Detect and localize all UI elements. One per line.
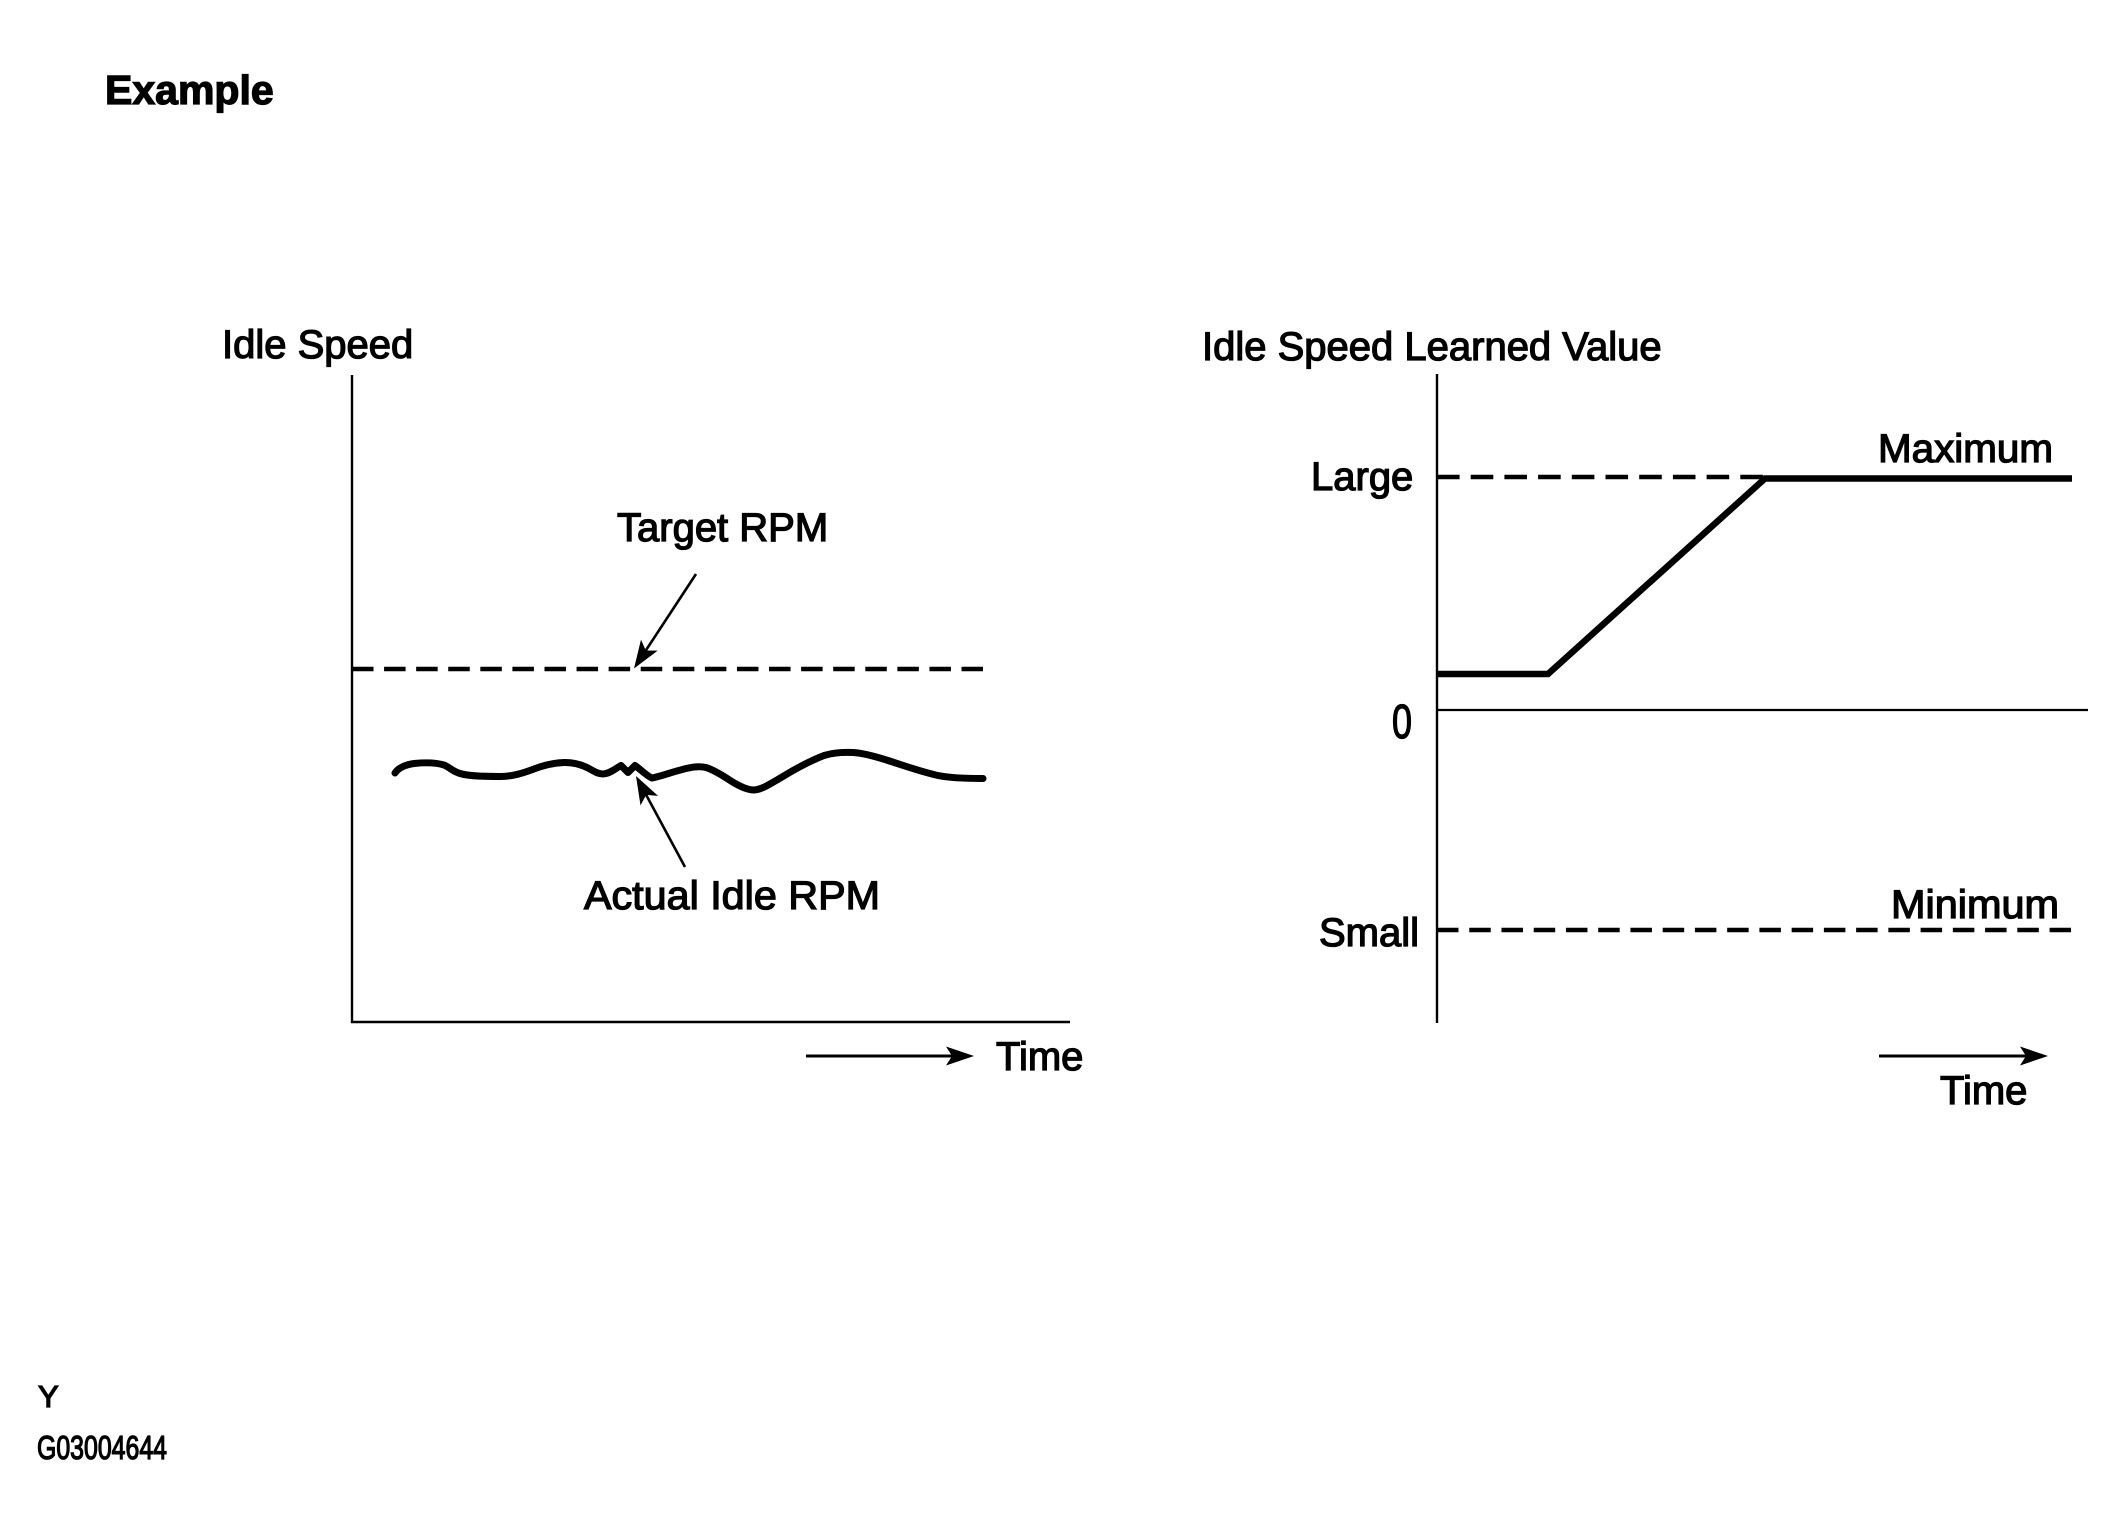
svg-text:Target RPM: Target RPM <box>617 506 828 550</box>
svg-text:0: 0 <box>1392 696 1412 749</box>
svg-text:Example: Example <box>105 67 274 113</box>
svg-text:Large: Large <box>1311 455 1413 499</box>
svg-text:Idle Speed Learned Value: Idle Speed Learned Value <box>1202 325 1662 369</box>
svg-text:Maximum: Maximum <box>1878 427 2053 471</box>
svg-text:Actual Idle RPM: Actual Idle RPM <box>584 874 880 918</box>
svg-text:Time: Time <box>1940 1069 2027 1113</box>
svg-text:Y: Y <box>38 1379 59 1414</box>
svg-text:Small: Small <box>1319 911 1419 955</box>
svg-text:Time: Time <box>996 1035 1083 1079</box>
svg-text:G03004644: G03004644 <box>37 1429 167 1466</box>
svg-text:Minimum: Minimum <box>1891 883 2059 927</box>
svg-text:Idle Speed: Idle Speed <box>222 323 413 367</box>
